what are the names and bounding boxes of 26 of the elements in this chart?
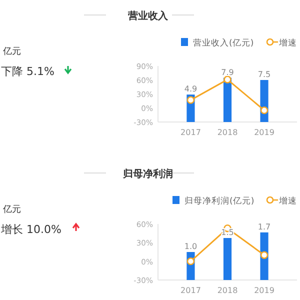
- point: [224, 76, 232, 84]
- point: [186, 257, 195, 266]
- x-tick-label: 2018: [217, 286, 238, 295]
- data-label: 1.7: [258, 222, 271, 232]
- data-label: 7.5: [258, 70, 271, 79]
- chart-title: 归母净利润: [122, 168, 173, 180]
- text: 亿元: [2, 204, 21, 215]
- data-label: 4.9: [184, 84, 198, 94]
- text: 亿元: [2, 46, 21, 57]
- legend-label: 归母净利润(亿元): [184, 196, 254, 206]
- x-tick-label: 2019: [254, 286, 274, 295]
- x-tick-label: 2019: [254, 128, 274, 137]
- legend-label: 增速: [278, 196, 297, 206]
- text: 下降 5.1%: [1, 65, 54, 78]
- point: [260, 106, 268, 114]
- chart-title: 营业收入: [127, 10, 169, 22]
- data-label: 7.9: [221, 68, 234, 77]
- x-tick-label: 2018: [217, 128, 238, 137]
- legend-label: 营业收入(亿元): [193, 38, 254, 48]
- x-tick-label: 2017: [180, 286, 201, 295]
- x-tick-label: 2017: [180, 128, 201, 137]
- text: 增长 10.0%: [0, 223, 62, 236]
- point: [186, 96, 195, 104]
- point: [260, 251, 268, 259]
- legend-label: 增速: [278, 38, 297, 48]
- data-label: 1.0: [184, 242, 198, 251]
